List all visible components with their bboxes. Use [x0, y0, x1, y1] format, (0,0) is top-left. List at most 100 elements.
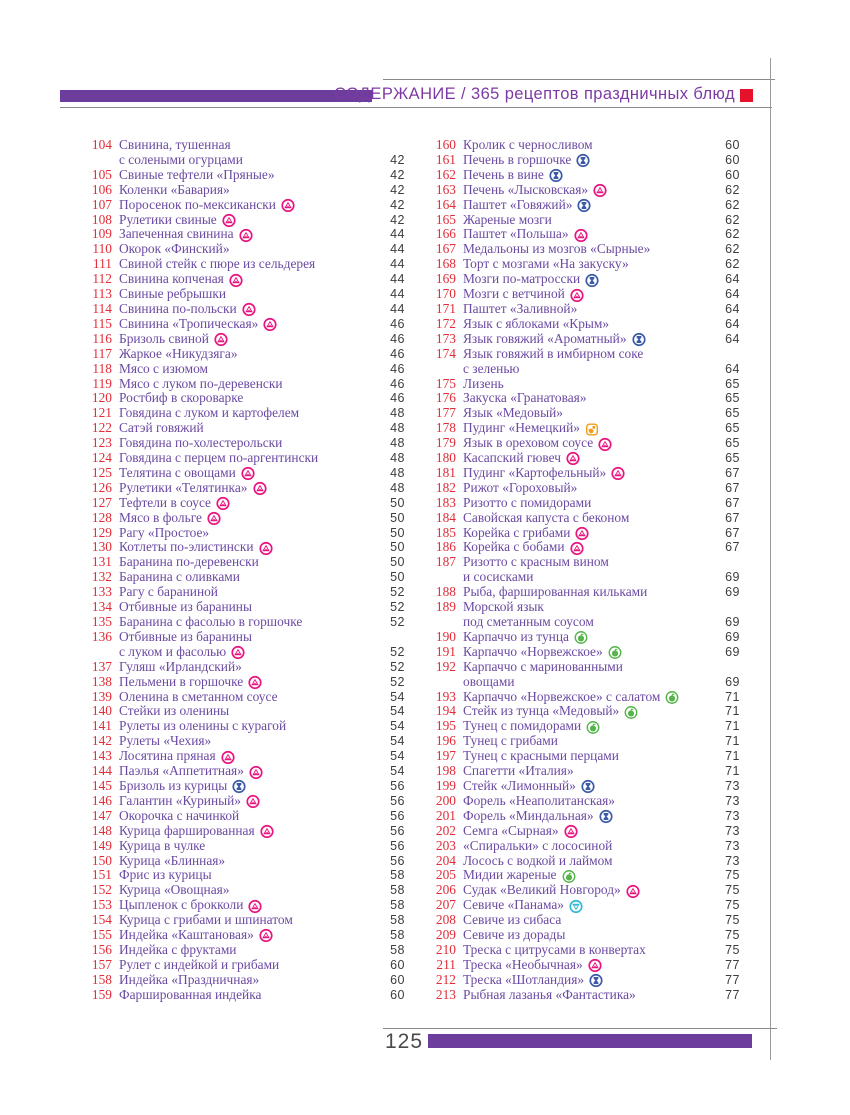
entry-title: Курица фаршированная [119, 822, 255, 838]
toc-entry: 197 Тунец с красными перцами 71 [426, 748, 740, 764]
entry-title: Курица «Овощная» [119, 882, 230, 898]
entry-number: 197 [435, 748, 456, 764]
entry-page-number: 52 [390, 615, 405, 629]
entry-page-number: 69 [725, 615, 740, 629]
entry-title: Мозги с ветчиной [463, 286, 565, 302]
entry-number: 181 [435, 464, 456, 480]
toc-entry: 185 Корейка с грибами 67 [426, 524, 740, 541]
hourglass-icon [577, 198, 592, 213]
toc-entry: 196 Тунец с грибами 71 [426, 733, 740, 749]
triangle-icon [242, 303, 256, 317]
entry-number: 170 [435, 286, 456, 302]
toc-entry: 175 Лизень 65 [426, 375, 740, 392]
toc-entry: 112 Свинина копченая 44 [82, 271, 405, 287]
entry-title: Лизень [463, 375, 504, 391]
apple-icon [586, 720, 600, 734]
entry-page-number: 44 [390, 287, 405, 302]
margin-vertical-rule [770, 58, 771, 1060]
hourglass-icon [549, 169, 563, 183]
entry-number: 111 [92, 256, 112, 272]
entry-page-number: 60 [390, 957, 405, 972]
toc-entry: 183 Ризотто с помидорами 67 [426, 494, 740, 511]
triangle-icon [258, 541, 273, 556]
entry-title: Жаркое «Никудзяга» [119, 345, 238, 361]
toc-entry: 123 Говядина по-холестерольски 48 [82, 435, 405, 451]
triangle-icon [263, 318, 277, 332]
toc-entry: 209 Севиче из дорады 75 [426, 927, 740, 943]
entry-title: Курица в чулке [119, 837, 206, 853]
entry-title: Окорок «Финский» [119, 241, 230, 257]
entry-page-number: 71 [725, 764, 740, 779]
entry-title: овощами [463, 673, 515, 689]
entry-number: 112 [92, 271, 112, 287]
entry-number: 109 [91, 226, 112, 242]
entry-page-number: 73 [725, 823, 740, 838]
entry-title: Рагу «Простое» [119, 524, 210, 540]
entry-title: Рыба, фаршированная кильками [463, 584, 648, 600]
triangle-icon [570, 288, 584, 302]
toc-entry: 187 Ризотто с красным вином [426, 554, 740, 570]
entry-title: «Спиральки» с лососиной [463, 837, 613, 853]
entry-page-number: 42 [390, 197, 405, 212]
entry-title: Судак «Великий Новгород» [463, 882, 621, 898]
entry-page-number: 58 [390, 898, 405, 913]
toc-entry: 142 Рулеты «Чехия» 54 [82, 733, 405, 749]
toc-entry: 151 Фрис из курицы 58 [82, 867, 405, 883]
entry-page-number: 50 [390, 495, 405, 510]
toc-entry: 205 Мидии жареные 75 [426, 867, 740, 883]
entry-number: 176 [435, 390, 456, 406]
entry-page-number: 75 [725, 942, 740, 957]
entry-page-number: 65 [725, 376, 740, 391]
entry-page-number: 67 [725, 525, 740, 540]
entry-number: 120 [91, 390, 112, 406]
entry-page-number: 46 [390, 376, 405, 391]
entry-page-number: 65 [725, 421, 740, 436]
entry-title: Торт с мозгами «На закуску» [463, 256, 629, 272]
toc-entry: 176 Закуска «Гранатовая» 65 [426, 390, 740, 406]
entry-title: Корейка с грибами [463, 524, 571, 540]
triangle-icon [575, 526, 589, 541]
entry-page-number: 64 [725, 316, 740, 331]
entry-page-number: 64 [725, 287, 740, 302]
entry-title: Медальоны из мозгов «Сырные» [463, 241, 651, 257]
entry-page-number: 44 [390, 242, 405, 257]
entry-title: Форель «Неаполитанская» [463, 792, 615, 808]
toc-entry: 207 Севиче «Панама» 75 [426, 897, 740, 913]
entry-page-number: 48 [390, 436, 405, 451]
entry-page-number: 56 [390, 853, 405, 868]
entry-page-number: 62 [725, 182, 740, 197]
entry-number: 174 [435, 345, 456, 361]
entry-number: 202 [435, 822, 456, 838]
entry-title: Говядина по-холестерольски [119, 435, 283, 451]
entry-number: 171 [435, 300, 456, 316]
toc-entry: 178 Пудинг «Немецкий» 65 [426, 420, 740, 436]
entry-number: 155 [91, 927, 112, 943]
entry-number: 205 [435, 867, 456, 883]
toc-entry: 195 Тунец с помидорами 71 [426, 718, 740, 734]
entry-title: под сметанным соусом [463, 614, 594, 629]
entry-title: Ризотто с помидорами [463, 494, 592, 510]
entry-page-number: 54 [390, 734, 405, 749]
entry-title: Свинина копченая [119, 271, 224, 287]
toc-column-2: 160 Кролик с черносливом 60 161 Печень в гор… [426, 137, 740, 1003]
entry-title: Бризоль свиной [119, 330, 209, 346]
entry-title: Печень в вине [463, 166, 544, 182]
entry-title: Баранина по-деревенски [119, 554, 259, 570]
entry-page-number: 77 [725, 957, 740, 972]
toc-entry: 130 Котлеты по-элистински 50 [82, 540, 405, 556]
entry-number: 104 [91, 137, 112, 152]
toc-entry: 204 Лосось с водкой и лаймом 73 [426, 853, 740, 869]
toc-entry: 116 Бризоль свиной 46 [82, 330, 405, 347]
entry-page-number: 48 [390, 406, 405, 421]
entry-title: Рагу с бараниной [119, 584, 218, 600]
entry-number: 201 [435, 807, 456, 823]
entry-page-number: 62 [725, 212, 740, 227]
triangle-icon [281, 198, 295, 213]
entry-title: Кролик с черносливом [463, 137, 593, 152]
toc-entry: 132 Баранина с оливками 50 [82, 569, 405, 585]
entry-title: Рулеты из оленины с курагой [119, 718, 287, 734]
entry-number: 137 [91, 658, 112, 674]
entry-title: Язык с яблоками «Крым» [463, 315, 610, 331]
entry-page-number: 58 [390, 913, 405, 928]
entry-title: Гуляш «Ирландский» [119, 658, 242, 674]
